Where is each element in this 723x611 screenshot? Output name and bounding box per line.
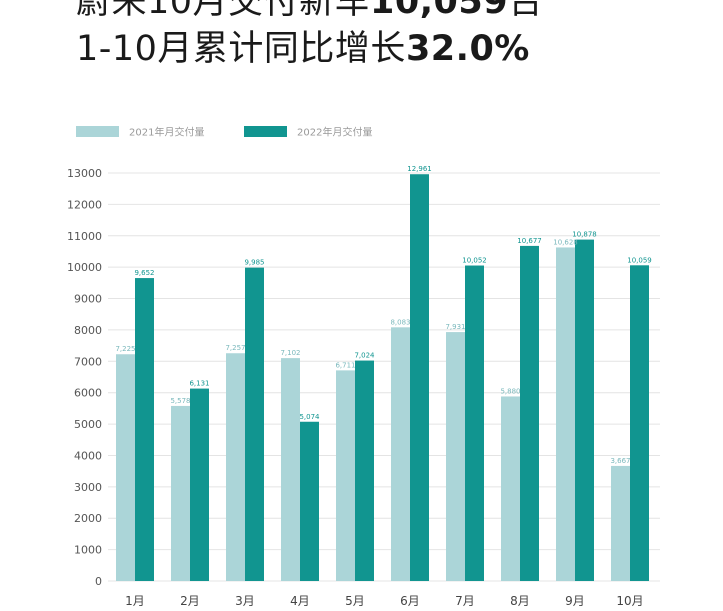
- x-tick-label: 4月: [290, 594, 310, 608]
- data-label-2021: 8,083: [390, 318, 410, 326]
- headline-1-number: 10,059: [370, 0, 509, 22]
- bar-2022: [245, 267, 264, 581]
- bar-2021: [556, 247, 575, 581]
- data-label-2021: 7,931: [445, 323, 465, 331]
- x-tick-label: 10月: [616, 594, 643, 608]
- data-label-2022: 6,131: [189, 380, 209, 388]
- bar-2021: [391, 327, 410, 581]
- data-label-2021: 7,225: [115, 345, 135, 353]
- data-label-2022: 10,878: [572, 231, 597, 239]
- y-tick-label: 8000: [74, 324, 102, 337]
- x-axis-ticks: 1月 2月 3月 4月 5月 6月 7月 8月 9月 10月: [125, 594, 643, 608]
- headline-line-1: 蔚来10月交付新车10,059台: [76, 0, 544, 20]
- y-tick-label: 1000: [74, 544, 102, 557]
- y-tick-label: 7000: [74, 355, 102, 368]
- bars: [116, 174, 649, 582]
- data-label-2021: 7,102: [280, 349, 300, 357]
- data-label-2022: 10,052: [462, 257, 487, 265]
- x-tick-label: 1月: [125, 594, 145, 608]
- bar-2021: [501, 396, 520, 581]
- legend-label-2: 2022年月交付量: [297, 126, 372, 139]
- y-tick-label: 12000: [67, 198, 102, 211]
- bar-2022: [135, 278, 154, 581]
- x-tick-label: 8月: [510, 594, 530, 608]
- bar-2022: [465, 265, 484, 581]
- y-tick-label: 5000: [74, 418, 102, 431]
- data-label-2021: 5,578: [170, 397, 190, 405]
- bar-2021: [336, 370, 355, 581]
- y-tick-label: 3000: [74, 481, 102, 494]
- bar-2021: [226, 353, 245, 581]
- bar-2022: [190, 388, 209, 581]
- x-tick-label: 7月: [455, 594, 475, 608]
- bar-2022: [575, 239, 594, 582]
- legend: 2021年月交付量 2022年月交付量: [76, 126, 372, 139]
- headline-2-number: 32.0%: [405, 29, 530, 69]
- x-tick-label: 5月: [345, 594, 365, 608]
- data-label-2022: 9,985: [244, 259, 264, 267]
- data-labels: 7,225 9,652 5,578 6,131 7,257 9,985 7,102 5,074…: [115, 165, 651, 465]
- legend-label-1: 2021年月交付量: [129, 126, 204, 139]
- data-label-2022: 12,961: [407, 165, 432, 173]
- legend-swatch-1: [76, 126, 119, 137]
- bar-2021: [171, 405, 190, 581]
- y-tick-label: 0: [95, 575, 102, 588]
- y-tick-label: 6000: [74, 387, 102, 400]
- x-tick-label: 2月: [180, 594, 200, 608]
- y-tick-label: 13000: [67, 167, 102, 180]
- y-axis-ticks: 0 1000 2000 3000 4000 5000 6000 7000 8000 9000 100…: [67, 167, 102, 588]
- x-tick-label: 6月: [400, 594, 420, 608]
- y-tick-label: 10000: [67, 261, 102, 274]
- data-label-2022: 10,677: [517, 237, 542, 245]
- data-label-2022: 9,652: [134, 269, 154, 277]
- bar-2022: [630, 265, 649, 581]
- data-label-2021: 3,667: [610, 457, 630, 465]
- headline-2-prefix: 1-10月累计同比增长: [76, 29, 406, 69]
- headline-1-prefix: 蔚来10月交付新车: [76, 0, 371, 22]
- data-label-2021: 10,628: [553, 238, 578, 246]
- x-tick-label: 9月: [565, 594, 585, 608]
- data-label-2021: 5,880: [500, 387, 520, 395]
- y-tick-label: 9000: [74, 293, 102, 306]
- bar-2021: [281, 358, 300, 581]
- y-tick-label: 2000: [74, 512, 102, 525]
- bar-2022: [410, 174, 429, 581]
- y-tick-label: 4000: [74, 449, 102, 462]
- headline-1-suffix: 台: [508, 0, 544, 22]
- legend-swatch-2: [244, 126, 287, 137]
- x-tick-label: 3月: [235, 594, 255, 608]
- data-label-2022: 10,059: [627, 256, 652, 264]
- y-tick-label: 11000: [67, 230, 102, 243]
- bar-2021: [446, 332, 465, 581]
- data-label-2022: 7,024: [354, 352, 375, 360]
- bar-2021: [611, 465, 630, 581]
- bar-2022: [300, 421, 319, 581]
- bar-2021: [116, 354, 135, 581]
- headline-line-2: 1-10月累计同比增长32.0%: [76, 32, 530, 67]
- data-label-2021: 6,711: [335, 361, 355, 369]
- data-label-2021: 7,257: [225, 344, 245, 352]
- bar-2022: [355, 360, 374, 581]
- bar-2022: [520, 245, 539, 581]
- data-label-2022: 5,074: [299, 413, 320, 421]
